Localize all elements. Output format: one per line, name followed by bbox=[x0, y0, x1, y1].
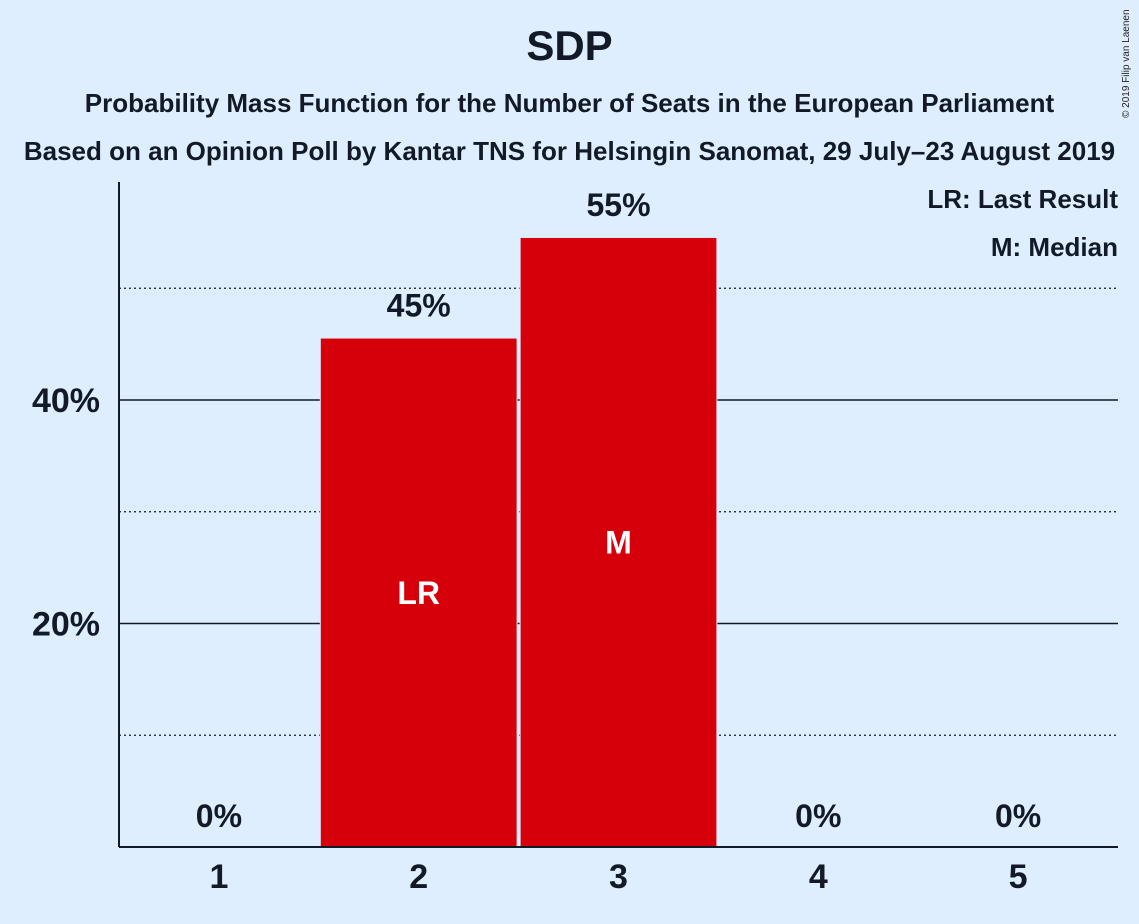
y-tick-label-40: 40% bbox=[32, 382, 100, 420]
bar-marker-m: M bbox=[605, 524, 632, 560]
x-tick-label-4: 4 bbox=[809, 858, 828, 896]
x-tick-label-2: 2 bbox=[409, 858, 428, 896]
bar-value-label-2: 45% bbox=[387, 288, 451, 324]
bar-value-label-1: 0% bbox=[196, 798, 242, 834]
legend-last-result: LR: Last Result bbox=[927, 184, 1118, 214]
chart-subtitle-method: Probability Mass Function for the Number… bbox=[84, 88, 1055, 118]
chart-subtitle-source: Based on an Opinion Poll by Kantar TNS f… bbox=[23, 136, 1116, 166]
x-tick-label-5: 5 bbox=[1009, 858, 1028, 896]
bar-2 bbox=[320, 338, 517, 847]
bar-value-label-3: 55% bbox=[586, 187, 650, 223]
chart-title: SDP bbox=[526, 22, 613, 69]
legend-median: M: Median bbox=[990, 232, 1118, 262]
bar-marker-lr: LR bbox=[397, 575, 440, 611]
y-tick-label-20: 20% bbox=[32, 606, 100, 644]
bar-value-label-4: 0% bbox=[795, 798, 841, 834]
bar-value-label-5: 0% bbox=[995, 798, 1041, 834]
x-tick-label-3: 3 bbox=[609, 858, 628, 896]
x-tick-label-1: 1 bbox=[209, 858, 228, 896]
bar-3 bbox=[520, 237, 717, 847]
